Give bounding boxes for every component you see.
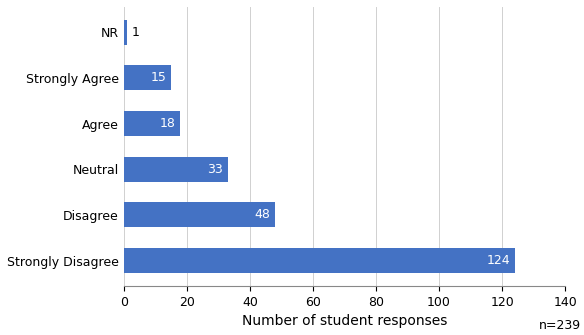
Text: 1: 1 [131, 26, 140, 39]
Text: 18: 18 [160, 117, 176, 130]
Text: 15: 15 [150, 71, 166, 84]
Bar [124, 65, 171, 90]
Text: n=239: n=239 [539, 319, 581, 332]
Bar [124, 111, 180, 136]
Text: 33: 33 [207, 163, 223, 176]
Bar [124, 248, 515, 273]
Text: 48: 48 [255, 208, 270, 221]
Bar [124, 157, 228, 182]
Text: 124: 124 [486, 254, 510, 267]
Bar [124, 20, 127, 45]
X-axis label: Number of student responses: Number of student responses [242, 314, 447, 328]
Bar [124, 202, 275, 227]
